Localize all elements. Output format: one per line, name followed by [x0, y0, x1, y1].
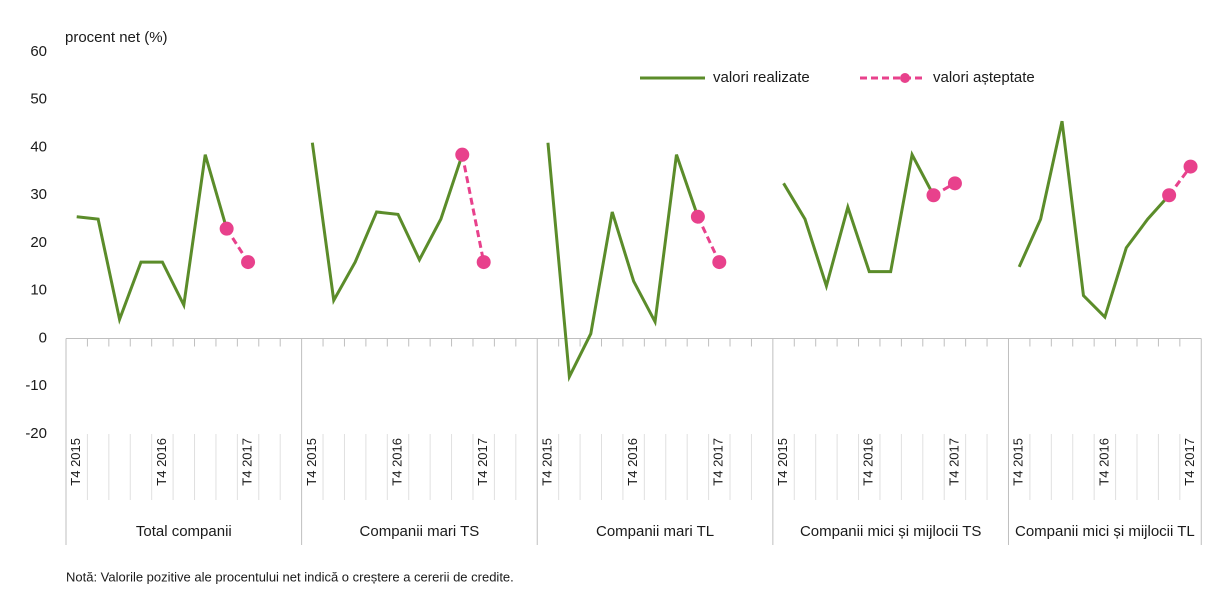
x-tick-label: T4 2017 [1182, 438, 1197, 486]
x-tick-label: T4 2017 [946, 438, 961, 486]
x-tick-label: T4 2017 [711, 438, 726, 486]
group-label: Companii mici și mijlocii TS [800, 523, 981, 540]
y-tick-label: 50 [30, 91, 47, 108]
data-point [241, 255, 256, 270]
group-label: Companii mari TL [596, 523, 714, 540]
y-tick-label: 40 [30, 138, 47, 155]
data-point [1183, 159, 1198, 174]
data-line [696, 216, 721, 263]
group-label: Companii mici și mijlocii TL [1015, 523, 1195, 540]
x-tick-label: T4 2016 [154, 438, 169, 486]
group-label: Total companii [136, 523, 232, 540]
group-label: Companii mari TS [360, 523, 480, 540]
y-tick-label: 60 [30, 43, 47, 60]
data-point [219, 221, 234, 236]
y-tick-label: -10 [25, 377, 47, 394]
legend-label: valori realizate [713, 69, 810, 86]
x-tick-label: T4 2016 [389, 438, 404, 486]
x-tick-label: T4 2015 [1011, 438, 1026, 486]
y-tick-label: 10 [30, 282, 47, 299]
data-point [712, 255, 727, 270]
y-tick-label: -20 [25, 425, 47, 442]
data-line [782, 150, 935, 292]
data-point [1162, 188, 1177, 203]
x-tick-label: T4 2015 [68, 438, 83, 486]
x-tick-label: T4 2016 [861, 438, 876, 486]
data-point [690, 209, 705, 224]
x-tick-label: T4 2015 [539, 438, 554, 486]
note: Notă: Valorile pozitive ale procentului … [66, 569, 514, 584]
y-tick-label: 0 [39, 329, 47, 346]
y-tick-label: 30 [30, 186, 47, 203]
y-axis-label: procent net (%) [65, 29, 168, 46]
data-point [455, 147, 470, 162]
data-point [947, 176, 962, 191]
data-line [1017, 120, 1171, 320]
data-point [926, 188, 941, 203]
x-tick-label: T4 2017 [240, 438, 255, 486]
data-point [476, 255, 491, 270]
legend-marker [900, 73, 910, 83]
x-tick-label: T4 2016 [625, 438, 640, 486]
data-line [310, 142, 464, 305]
x-tick-label: T4 2015 [304, 438, 319, 486]
x-tick-label: T4 2016 [1096, 438, 1111, 486]
x-tick-label: T4 2015 [775, 438, 790, 486]
data-line [460, 154, 486, 263]
legend-label: valori așteptate [933, 69, 1035, 86]
data-line [546, 142, 700, 383]
y-tick-label: 20 [30, 234, 47, 251]
x-tick-label: T4 2017 [475, 438, 490, 486]
data-line [76, 154, 229, 325]
